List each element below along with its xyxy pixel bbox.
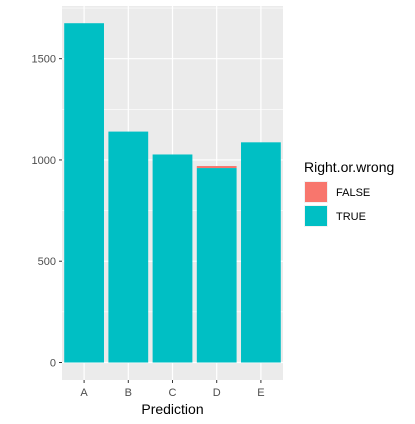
x-tick-label: E	[257, 387, 264, 399]
legend-label-true: TRUE	[336, 211, 366, 223]
x-axis-title: Prediction	[141, 401, 203, 417]
y-axis: 0 500 1000 1500	[32, 54, 62, 370]
legend-swatch-true	[305, 206, 327, 226]
legend-label-false: FALSE	[336, 187, 370, 199]
bar-B-true	[108, 131, 149, 363]
bar-C-true	[152, 154, 193, 363]
bars	[64, 23, 281, 363]
legend: Right.or.wrong FALSE TRUE	[304, 159, 394, 227]
y-tick-label: 500	[38, 256, 56, 268]
bar-E-true	[241, 142, 281, 363]
x-tick-label: C	[169, 387, 177, 399]
legend-title: Right.or.wrong	[304, 159, 394, 175]
bar-D-false	[196, 166, 237, 169]
x-tick-label: A	[80, 387, 88, 399]
x-tick-label: D	[213, 387, 221, 399]
y-tick-label: 1000	[32, 155, 56, 167]
x-axis: A B C D E	[80, 380, 265, 399]
legend-swatch-false	[305, 182, 327, 202]
y-tick-label: 0	[50, 358, 56, 370]
bar-A-true	[64, 23, 104, 363]
x-tick-label: B	[125, 387, 132, 399]
y-tick-label: 1500	[32, 54, 56, 66]
bar-D-true	[196, 168, 237, 363]
